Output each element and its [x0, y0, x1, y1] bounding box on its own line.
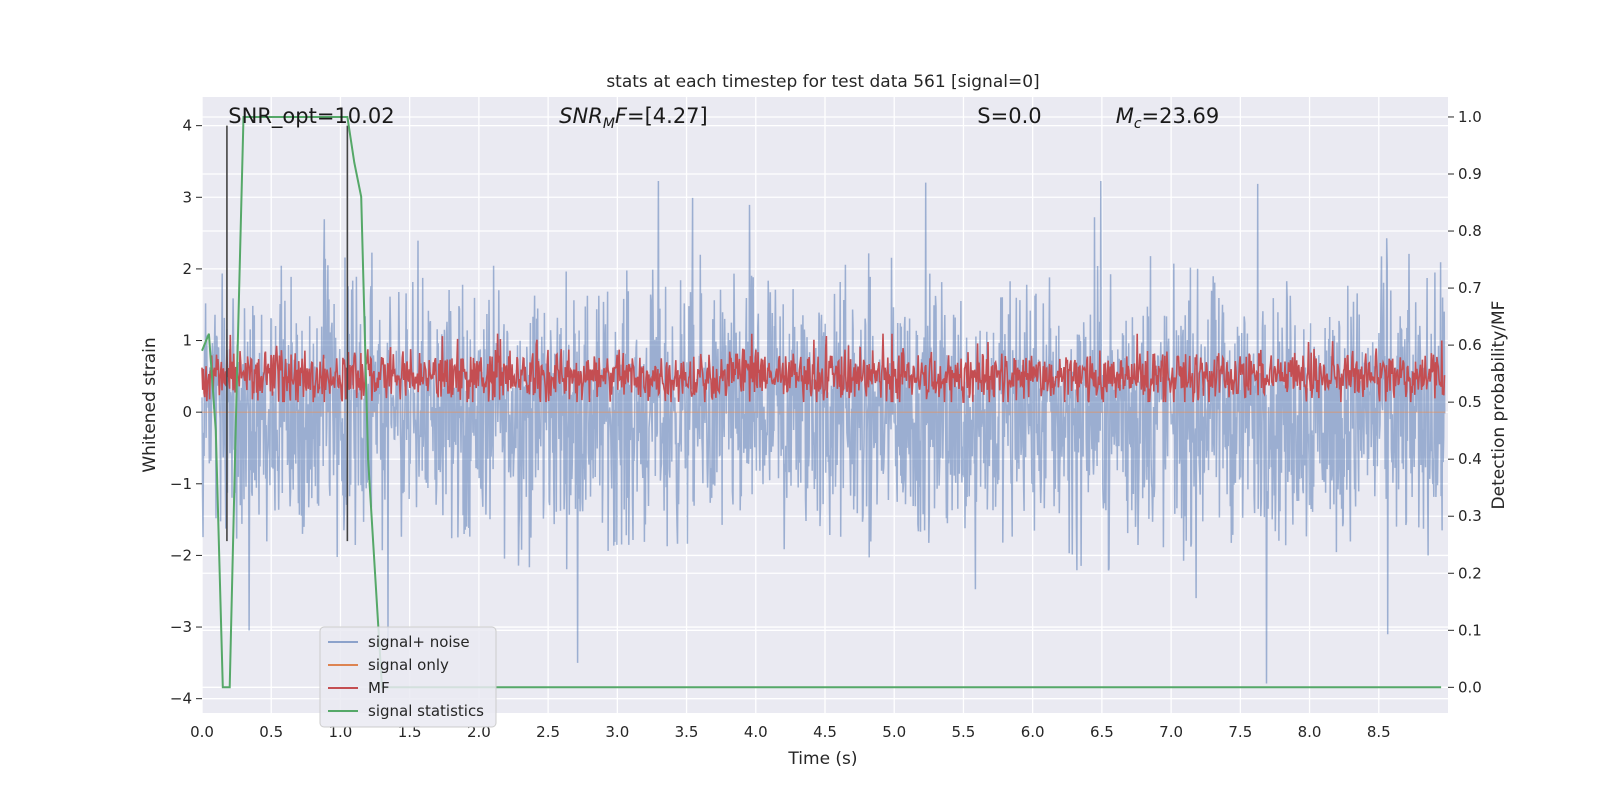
x-tick-label: 8.5	[1367, 723, 1391, 741]
annotation-text: S=0.0	[977, 104, 1041, 128]
legend: signal+ noise signal only MF signal statist…	[319, 626, 497, 728]
y-axis-right-label: Detection probability/MF	[1489, 301, 1509, 510]
x-tick-label: 0.0	[190, 723, 214, 741]
y-left-tick-label: 4	[182, 117, 192, 135]
y-left-tick-label: 2	[182, 260, 192, 278]
ticks: 0.0 0.5 1.0 1.5 2.0 2.5 3.0 3.5 4.0 4.5 5.0 5.5 6.0 6…	[170, 108, 1482, 741]
vertical-markers	[226, 125, 349, 542]
x-tick-label: 7.0	[1159, 723, 1183, 741]
y-right-tick-label: 0.9	[1458, 165, 1482, 183]
y-left-tick-label: 3	[182, 188, 192, 206]
y-right-tick-label: 0.8	[1458, 222, 1482, 240]
x-tick-label: 2.5	[536, 723, 560, 741]
signal-statistics-line	[201, 116, 1442, 689]
annotation-text: Mc=23.69	[1116, 104, 1220, 132]
annotation-text: SNRMF=[4.27]	[559, 104, 708, 132]
mf-series	[201, 333, 1446, 403]
annotation-text: SNR_opt=10.02	[228, 104, 394, 129]
y-left-tick-label: −4	[170, 690, 192, 708]
y-right-tick-label: 0.5	[1458, 393, 1482, 411]
signal-noise-line	[201, 180, 1446, 684]
y-right-tick-label: 0.4	[1458, 450, 1482, 468]
legend-entry: signal only	[368, 656, 449, 674]
legend-box	[319, 626, 497, 728]
y-right-tick-label: 0.6	[1458, 336, 1482, 354]
x-axis-label: Time (s)	[787, 749, 857, 769]
x-tick-label: 5.5	[952, 723, 976, 741]
y-axis-left-label: Whitened strain	[140, 337, 160, 472]
y-right-tick-label: 0.2	[1458, 564, 1482, 582]
y-right-tick-label: 0.1	[1458, 621, 1482, 639]
y-left-tick-label: 1	[182, 332, 192, 350]
x-tick-label: 7.5	[1228, 723, 1252, 741]
y-left-tick-label: −3	[170, 618, 192, 636]
x-tick-label: 0.5	[259, 723, 283, 741]
legend-entry: MF	[368, 679, 390, 697]
annotations: SNR_opt=10.02 SNRMF=[4.27] S=0.0 Mc=23.69	[228, 104, 1219, 132]
noise-series	[201, 180, 1446, 684]
x-tick-label: 5.0	[882, 723, 906, 741]
legend-entry: signal statistics	[368, 702, 484, 720]
x-tick-label: 4.0	[744, 723, 768, 741]
y-right-tick-label: 0.0	[1458, 678, 1482, 696]
y-right-tick-label: 0.7	[1458, 279, 1482, 297]
x-tick-label: 3.5	[675, 723, 699, 741]
legend-entry: signal+ noise	[368, 633, 470, 651]
x-tick-label: 4.5	[813, 723, 837, 741]
x-tick-label: 3.0	[605, 723, 629, 741]
chart-title: stats at each timestep for test data 561…	[606, 72, 1039, 92]
y-left-tick-label: −2	[170, 546, 192, 564]
x-tick-label: 6.0	[1021, 723, 1045, 741]
y-right-tick-label: 0.3	[1458, 507, 1482, 525]
y-left-tick-label: −1	[170, 475, 192, 493]
signal-statistics-series	[201, 116, 1442, 689]
x-tick-label: 6.5	[1090, 723, 1114, 741]
mf-line	[201, 333, 1446, 403]
x-tick-label: 8.0	[1298, 723, 1322, 741]
y-right-tick-label: 1.0	[1458, 108, 1482, 126]
y-left-tick-label: 0	[182, 403, 192, 421]
